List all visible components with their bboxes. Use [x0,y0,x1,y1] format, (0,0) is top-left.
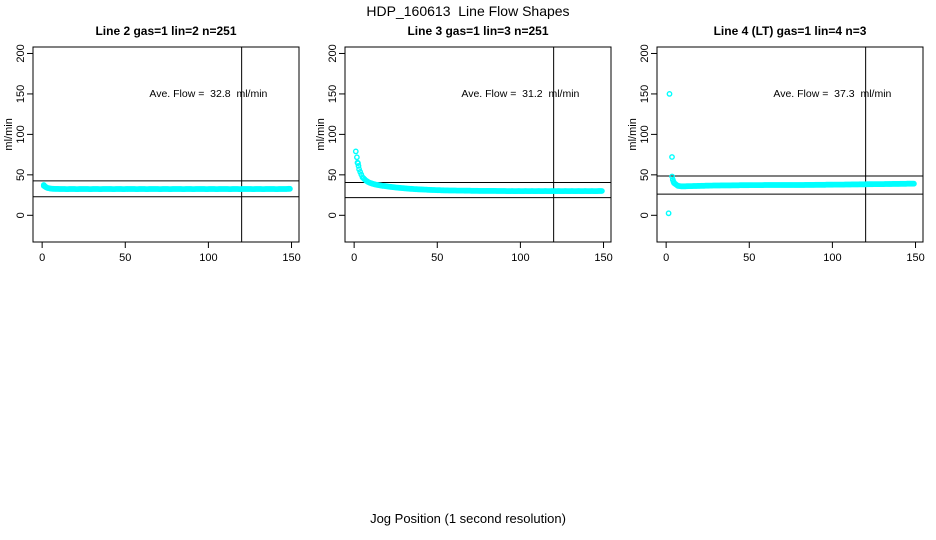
figure-title: HDP_160613 Line Flow Shapes [366,3,570,19]
outlier-point [665,210,672,217]
data-point [598,188,605,194]
y-tick-label: 100 [327,125,339,143]
outlier-point [42,184,49,191]
data-point [357,168,364,175]
y-tick-label: 0 [15,212,27,218]
data-points [665,91,917,217]
y-tick-label: 50 [327,169,339,181]
plot-box [32,46,300,243]
x-axis-label: Jog Position (1 second resolution) [370,511,566,526]
panel-title: Line 2 gas=1 lin=2 n=251 [95,24,236,38]
y-tick-label: 150 [15,85,27,103]
panel-title: Line 4 (LT) gas=1 lin=4 n=3 [714,24,867,38]
panel-title: Line 3 gas=1 lin=3 n=251 [407,24,548,38]
y-tick-label: 200 [15,44,27,62]
y-tick-label: 0 [639,212,651,218]
ave-flow-annotation: Ave. Flow = 32.8 ml/min [149,88,267,100]
outlier-point [671,179,677,186]
plot-box [656,46,924,243]
outlier-point [354,159,361,166]
x-tick-label: 150 [282,252,300,264]
y-tick-label: 100 [15,125,27,143]
x-tick-label: 150 [906,252,924,264]
x-tick-label: 0 [39,252,45,264]
y-tick-label: 200 [327,44,339,62]
ave-flow-annotation: Ave. Flow = 31.2 ml/min [461,88,579,100]
x-tick-label: 0 [663,252,669,264]
panels-row: Line 2 gas=1 lin=2 n=251 0 50 100 150 0 50 100 1… [3,24,925,264]
panel-line-4: Line 4 (LT) gas=1 lin=4 n=3 0 50 100 150 0 50 1… [627,24,925,264]
x-tick-label: 50 [743,252,755,264]
data-point [286,185,293,192]
data-point [356,166,362,173]
x-tick-label: 50 [431,252,443,264]
y-tick-label: 0 [327,212,339,218]
y-tick-label: 50 [639,169,651,181]
outlier-point [666,91,673,97]
panel-line-3: Line 3 gas=1 lin=3 n=251 0 50 100 150 0 50 100 1… [315,24,613,264]
y-tick-label: 50 [15,169,27,181]
x-tick-label: 50 [119,252,131,264]
x-tick-label: 100 [199,252,217,264]
x-tick-label: 0 [351,252,357,264]
y-tick-label: 100 [639,125,651,143]
data-points [40,182,293,193]
x-tick-label: 150 [594,252,612,264]
data-point [352,148,359,155]
y-axis-title: ml/min [315,118,327,150]
y-tick-label: 200 [639,44,651,62]
y-axis-title: ml/min [3,118,15,150]
y-axis-title: ml/min [627,118,639,150]
plot-box [344,46,612,243]
panel-line-2: Line 2 gas=1 lin=2 n=251 0 50 100 150 0 50 100 1… [3,24,301,264]
y-tick-label: 150 [327,85,339,103]
data-points [352,148,605,195]
y-tick-label: 150 [639,85,651,103]
x-tick-label: 100 [823,252,841,264]
data-point [354,154,360,161]
ave-flow-annotation: Ave. Flow = 37.3 ml/min [773,88,891,100]
outlier-point [669,154,675,160]
x-tick-label: 100 [511,252,529,264]
data-point [910,180,917,187]
outlier-point [669,173,675,180]
outlier-point [355,162,362,169]
